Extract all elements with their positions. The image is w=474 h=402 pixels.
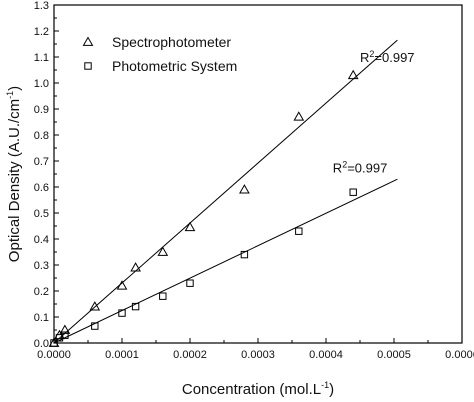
x-tick-label: 0.0001 <box>105 349 139 361</box>
data-point-square <box>159 292 167 300</box>
y-tick-label: 1.2 <box>34 26 49 38</box>
legend: Spectrophotometer Photometric System <box>82 34 237 74</box>
x-tick-label: 0.0000 <box>37 349 71 361</box>
data-point-square <box>295 227 303 235</box>
data-point-triangle <box>239 184 250 194</box>
y-tick-label: 0.8 <box>34 130 49 142</box>
data-points <box>48 69 359 347</box>
data-point-triangle <box>116 280 128 290</box>
x-tick-label: 0.0006 <box>445 349 474 361</box>
x-tick-label: 0.0002 <box>173 349 207 361</box>
y-tick-label: 0.1 <box>34 312 49 324</box>
y-tick-label: 0.3 <box>34 260 49 272</box>
x-axis-title: Concentration (mol.L-1) <box>182 380 334 398</box>
data-point-triangle <box>347 69 359 80</box>
y-tick-label: 1.0 <box>34 78 49 90</box>
data-point-triangle <box>184 221 196 232</box>
fit-line-square <box>53 178 398 344</box>
annotations: R2=0.997 R2=0.997 <box>333 49 415 176</box>
r-squared-label: R2=0.997 <box>333 160 388 176</box>
y-tick-label: 0.6 <box>34 182 49 194</box>
y-tick-label: 0.2 <box>34 286 49 298</box>
data-point-triangle <box>59 324 71 334</box>
data-point-square <box>131 302 140 311</box>
fit-line-triangle <box>53 39 398 344</box>
legend-label: Photometric System <box>112 58 237 74</box>
y-tick-label: 0.4 <box>34 234 49 246</box>
x-tick-label: 0.0005 <box>377 349 411 361</box>
data-point-square <box>186 279 194 287</box>
data-point-triangle <box>157 246 169 256</box>
legend-marker-square <box>84 62 92 70</box>
y-axis-title: Optical Density (A.U./cm-1) <box>5 86 23 262</box>
data-point-square <box>61 331 69 339</box>
x-tick-label: 0.0004 <box>309 349 343 361</box>
y-tick-label: 0.7 <box>34 156 49 168</box>
legend-marker-triangle <box>82 36 94 46</box>
data-point-square <box>349 188 357 196</box>
y-tick-label: 1.1 <box>34 52 49 64</box>
data-point-square <box>118 309 126 317</box>
y-tick-label: 1.3 <box>34 0 49 12</box>
legend-label: Spectrophotometer <box>112 34 231 50</box>
data-point-triangle <box>89 301 101 311</box>
fit-lines <box>53 39 398 344</box>
y-tick-label: 0.9 <box>34 104 49 116</box>
r-squared-label: R2=0.997 <box>360 49 415 65</box>
data-point-square <box>91 322 99 330</box>
data-point-square <box>240 250 249 259</box>
data-point-triangle <box>130 262 141 272</box>
data-point-square <box>55 334 64 342</box>
data-point-square <box>50 339 58 347</box>
data-point-triangle <box>293 111 305 121</box>
x-tick-label: 0.0003 <box>241 349 275 361</box>
y-tick-label: 0.0 <box>34 338 49 350</box>
ticks: 0.0000 0.0001 0.0002 0.0003 0.0004 0.0005 0.00… <box>34 0 474 361</box>
y-tick-label: 0.5 <box>34 208 49 220</box>
